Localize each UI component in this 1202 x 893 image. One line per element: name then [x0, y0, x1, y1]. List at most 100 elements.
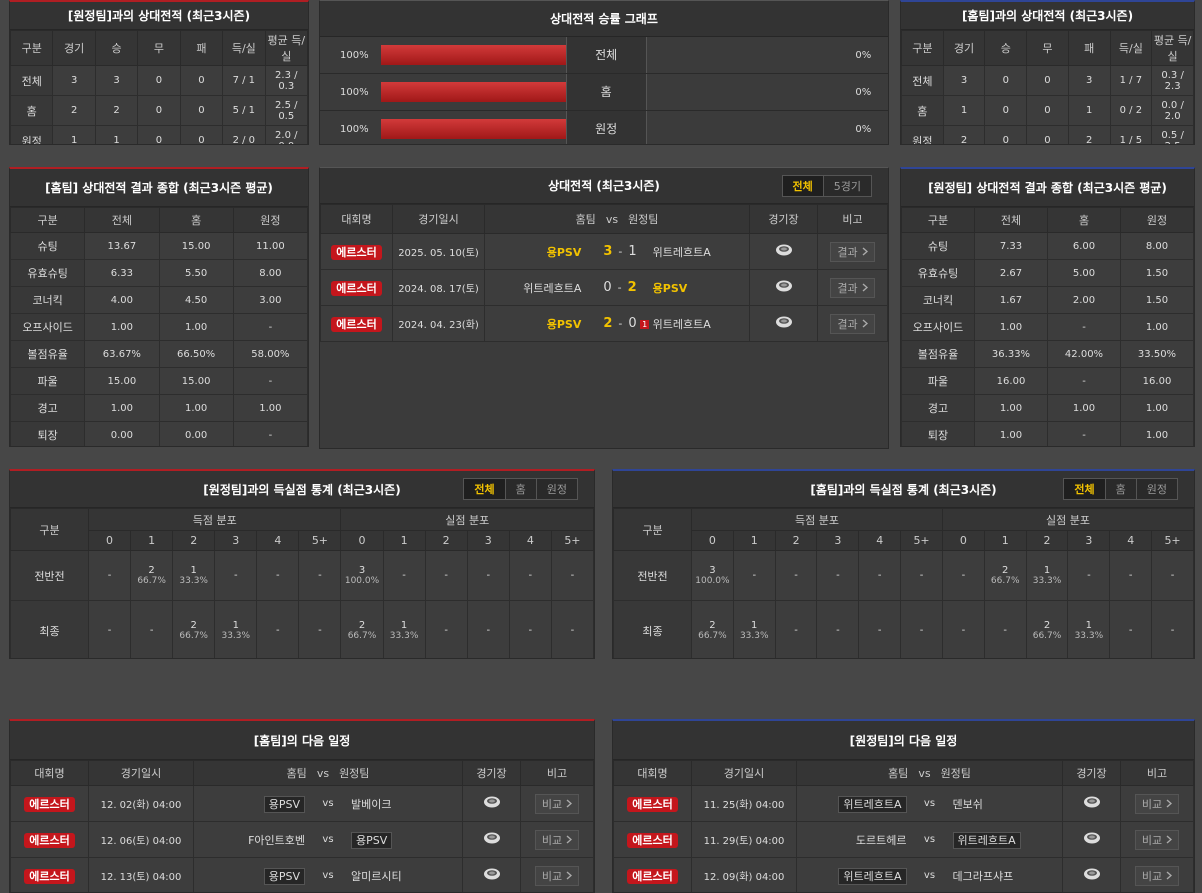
teams-cell: 위트레흐트A vs 덴보쉬 — [796, 785, 1063, 822]
cell: 1 — [52, 125, 96, 144]
home-team: 용PSV — [546, 317, 582, 331]
button-label: 비교 — [1141, 869, 1163, 883]
row: 파울 16.00-16.00 — [901, 367, 1194, 395]
result-button[interactable]: 결과 — [830, 313, 875, 334]
note-cell: 비교 — [1120, 857, 1194, 892]
cell: 1.00 — [974, 421, 1048, 446]
stadium-icon[interactable] — [483, 795, 501, 809]
header-row: 0 1 2 3 4 5+ 0 1 2 3 4 5+ — [11, 530, 594, 551]
home-score: 2 — [603, 316, 613, 331]
away-team: 발베이크 — [351, 797, 392, 811]
home-track — [380, 82, 566, 102]
cell: 0 — [1026, 65, 1069, 96]
cell: 1.67 — [974, 286, 1048, 314]
column-header: 평균 득/실 — [1151, 30, 1194, 66]
league-badge: 에르스터 — [24, 796, 75, 812]
tab[interactable]: 전체 — [1064, 479, 1105, 499]
column-header: 비고 — [1120, 760, 1194, 786]
tab[interactable]: 원정 — [1135, 479, 1177, 499]
bin-header: 3 — [816, 530, 860, 551]
stadium-icon[interactable] — [1083, 795, 1101, 809]
win-rate-row: 100% 홈 0% — [320, 74, 888, 111]
compare-button[interactable]: 비교 — [1134, 865, 1180, 886]
stadium-icon[interactable] — [775, 279, 793, 293]
stadium-icon[interactable] — [1083, 831, 1101, 845]
away-team: 위트레흐트A — [652, 317, 711, 331]
match-row: 에르스터 2024. 04. 23(화) 용PSV 2-0 1 위트레흐트A 결과 — [320, 305, 888, 342]
count: 2 — [148, 565, 155, 576]
button-label: 비교 — [541, 833, 563, 847]
compare-button[interactable]: 비교 — [534, 793, 580, 814]
match-row: 에르스터 12. 02(화) 04:00 용PSV vs 발베이크 비교 — [10, 785, 594, 822]
title-text: [원정팀]과의 득실점 통계 (최근3시즌) — [203, 482, 401, 497]
tab[interactable]: 원정 — [535, 479, 577, 499]
tab[interactable]: 홈 — [504, 479, 536, 499]
percent: 33.3% — [739, 631, 769, 641]
cell: 58.00% — [232, 340, 308, 368]
tab[interactable]: 전체 — [464, 479, 505, 499]
stadium-icon[interactable] — [775, 315, 793, 329]
column-header: 구분 — [10, 207, 86, 233]
date-cell: 11. 25(화) 04:00 — [691, 785, 797, 822]
row-label: 퇴장 — [901, 421, 975, 446]
home-wrap: 용PSV — [195, 867, 305, 885]
panel: [원정팀]의 다음 일정 대회명 경기일시 홈팀 vs 원정팀 경기장 비고 에르스터 11. 2… — [612, 719, 1195, 893]
button-label: 비교 — [1141, 833, 1163, 847]
away-team: 알미르시티 — [351, 869, 402, 883]
header-row: 구분 득점 분포 실점 분포 — [10, 508, 594, 551]
teams-cell: 용PSV 3-1 위트레흐트A — [484, 233, 750, 270]
bin-header: 0 — [691, 530, 734, 551]
stats-table: 구분 경기 승 무 패 득/실 평균 득/실 전체 3 3 0 0 7 / 1 2.3 / 0.3 홈 2 2 0… — [10, 30, 308, 144]
compare-button[interactable]: 비교 — [1134, 829, 1180, 850]
result-button[interactable]: 결과 — [830, 277, 875, 298]
cell: 0.00 — [158, 421, 234, 446]
stadium-icon[interactable] — [1083, 867, 1101, 881]
row: 오프사이드 1.00 1.00- — [10, 313, 308, 341]
result-button[interactable]: 결과 — [830, 241, 875, 262]
home-wrap: 위트레흐트A — [798, 795, 907, 813]
home-bar — [380, 119, 566, 139]
row-label: 경고 — [901, 394, 975, 422]
stadium-icon[interactable] — [483, 831, 501, 845]
cell: - — [1151, 600, 1194, 658]
cell: 2 — [94, 95, 139, 126]
stadium-icon[interactable] — [483, 867, 501, 881]
away-track — [647, 82, 839, 102]
panel-title: [원정팀]의 다음 일정 — [613, 721, 1194, 760]
cell: 3 — [94, 65, 139, 96]
stadium-icon[interactable] — [775, 243, 793, 257]
cell: 0 — [179, 65, 224, 96]
away-wrap: 덴보쉬 — [953, 796, 1062, 812]
column-header-part: vs — [316, 767, 330, 780]
home-score: 3 — [603, 244, 613, 259]
away-team: 덴보쉬 — [952, 797, 983, 811]
panel-title: 상대전적 승률 그래프 — [320, 1, 888, 37]
cell: - — [508, 600, 552, 658]
panel: 상대전적 승률 그래프 100% 전체 0% 100% 홈 0% 100% 원정 0% — [319, 0, 889, 145]
league-cell: 에르스터 — [10, 785, 89, 822]
compare-button[interactable]: 비교 — [1134, 793, 1180, 814]
cell: 0.0 / 2.0 — [1151, 95, 1194, 126]
cell: 7.33 — [974, 232, 1048, 260]
cell: 2 66.7% — [983, 550, 1027, 601]
compare-button[interactable]: 비교 — [534, 865, 580, 886]
compare-button[interactable]: 비교 — [534, 829, 580, 850]
date-cell: 12. 06(토) 04:00 — [88, 821, 194, 858]
tab[interactable]: 홈 — [1104, 479, 1136, 499]
title-text: [홈팀]과의 득실점 통계 (최근3시즌) — [810, 482, 997, 497]
tab[interactable]: 5경기 — [822, 175, 871, 196]
home-bar — [380, 45, 566, 65]
column-header-part: 원정팀 — [940, 767, 971, 780]
column-header: 대회명 — [613, 760, 692, 786]
teams-cell: 위트레흐트A 0-2 용PSV — [484, 269, 750, 306]
home-track — [380, 45, 566, 65]
cell: 13.67 — [84, 232, 160, 260]
cell: 1 33.3% — [214, 600, 258, 658]
tab[interactable]: 전체 — [782, 175, 823, 196]
row-label: 원정 — [901, 125, 944, 144]
cell: 5.00 — [1047, 259, 1121, 287]
cell: 1 33.3% — [172, 550, 216, 601]
row-label: 오프사이드 — [10, 313, 86, 341]
row: 최종 2 66.7% 1 33.3% - - - - - -2 66.7% 1 33.3% - - — [613, 600, 1194, 658]
row-label: 홈 — [901, 95, 944, 126]
